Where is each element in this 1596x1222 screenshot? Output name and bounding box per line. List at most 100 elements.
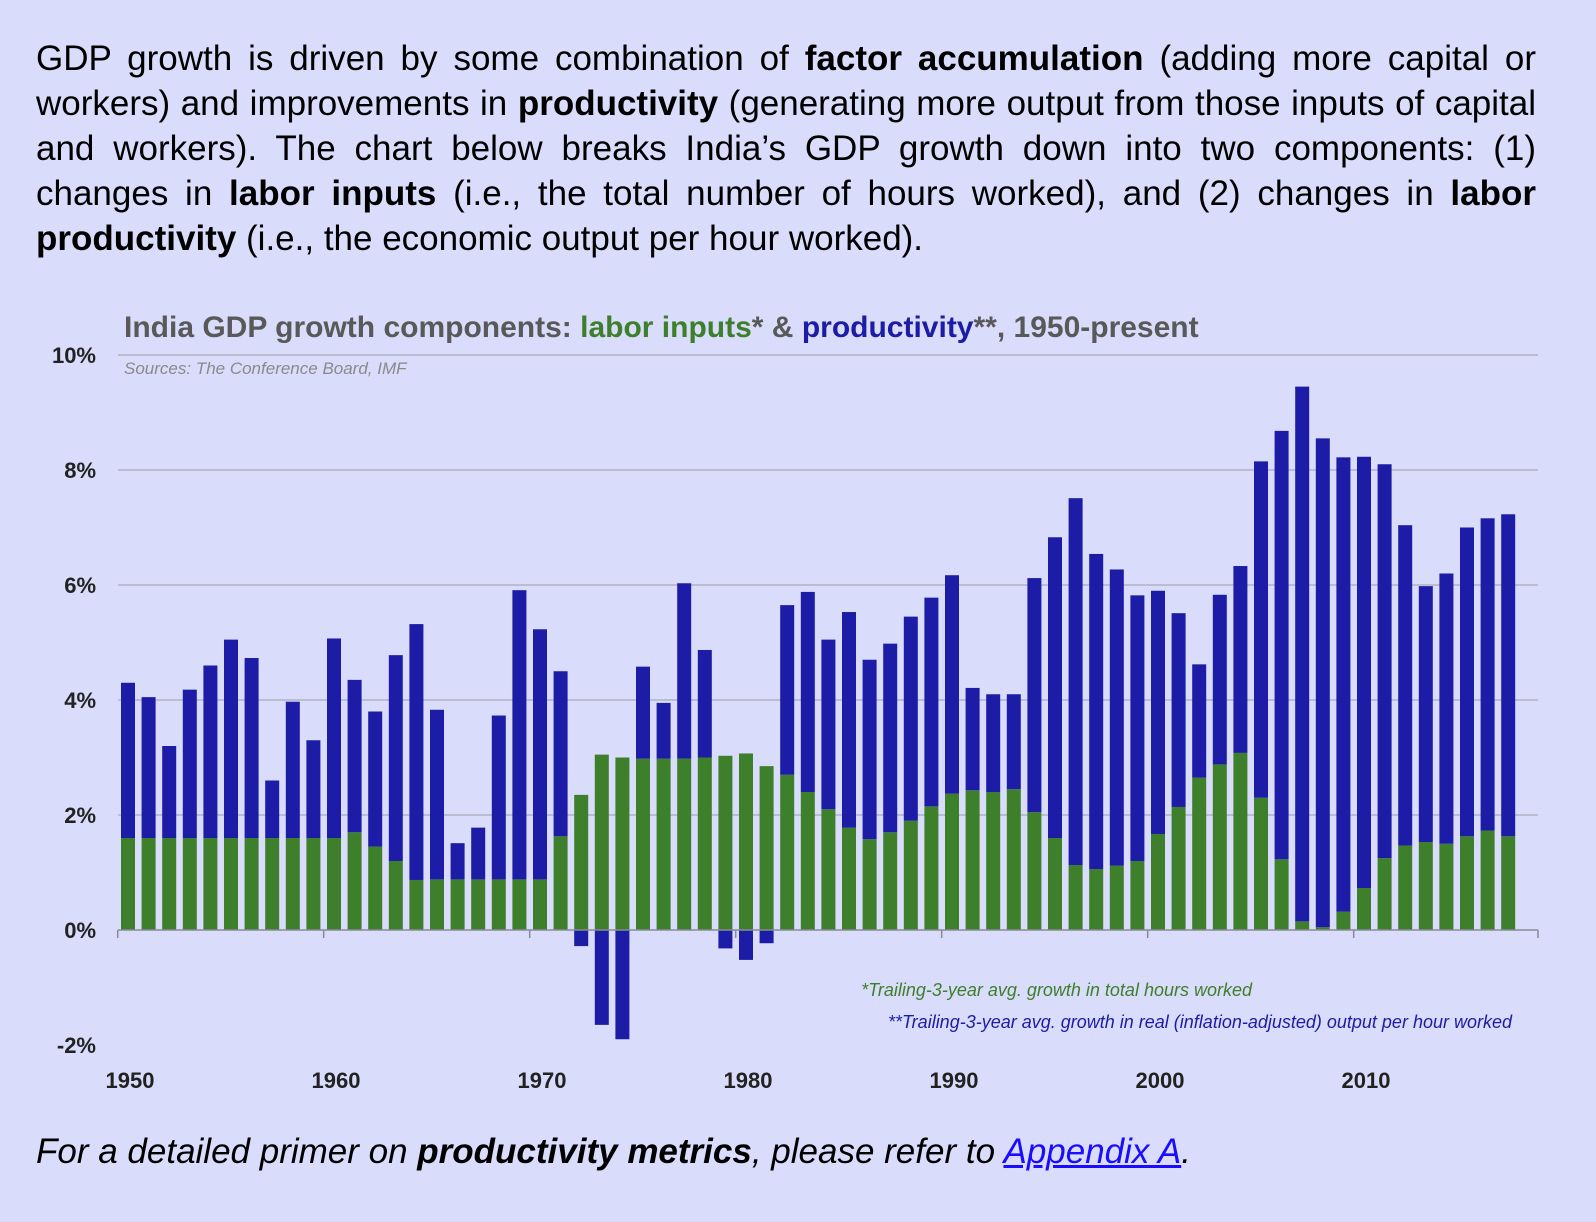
bar-labor-1961 bbox=[347, 832, 362, 930]
bar-labor-1959 bbox=[306, 838, 321, 930]
x-tick-label: 1950 bbox=[106, 1068, 155, 1093]
y-tick-label: 0% bbox=[64, 918, 96, 943]
footer-bold-productivity-metrics: productivity metrics bbox=[417, 1132, 752, 1171]
bar-labor-1966 bbox=[450, 879, 465, 930]
bar-productivity-2008 bbox=[1315, 438, 1330, 928]
appendix-a-link[interactable]: Appendix A bbox=[1003, 1132, 1182, 1171]
chart-source: Sources: The Conference Board, IMF bbox=[124, 359, 408, 378]
bar-productivity-1954 bbox=[203, 665, 218, 838]
bar-productivity-2017 bbox=[1501, 514, 1516, 837]
bar-productivity-1983 bbox=[800, 591, 815, 792]
footer-note: For a detailed primer on productivity me… bbox=[36, 1130, 1556, 1174]
bar-labor-1972 bbox=[574, 794, 589, 930]
bar-labor-1989 bbox=[924, 806, 939, 930]
bar-productivity-1993 bbox=[1006, 694, 1021, 790]
y-tick-label: 10% bbox=[52, 343, 96, 368]
bar-labor-1993 bbox=[1006, 789, 1021, 930]
bar-productivity-2001 bbox=[1171, 613, 1186, 807]
axes: -2% 0% 2% 4% 6% 8% 10% 1950 1960 1970 1980 1990 2000… bbox=[52, 343, 1539, 1093]
bar-productivity-1960 bbox=[327, 638, 341, 838]
bar-labor-1950 bbox=[121, 838, 135, 930]
bar-labor-1994 bbox=[1027, 812, 1042, 930]
bar-labor-1981 bbox=[759, 766, 774, 930]
bar-labor-2003 bbox=[1212, 764, 1227, 930]
y-tick-label: 2% bbox=[64, 803, 96, 828]
bar-labor-1952 bbox=[162, 838, 177, 930]
bar-labor-1963 bbox=[388, 861, 403, 930]
bar-labor-2016 bbox=[1480, 830, 1495, 930]
bar-productivity-1973 bbox=[594, 930, 609, 1025]
bar-labor-1998 bbox=[1109, 865, 1124, 930]
intro-text-2: (adding more capital or workers) and imp… bbox=[36, 39, 1537, 123]
bar-labor-1999 bbox=[1130, 861, 1145, 930]
x-tick-label: 1990 bbox=[930, 1068, 979, 1093]
bar-productivity-2000 bbox=[1151, 590, 1165, 834]
bar-productivity-1950 bbox=[121, 682, 135, 838]
bar-labor-1984 bbox=[821, 809, 836, 930]
bar-productivity-1958 bbox=[285, 701, 300, 838]
bar-productivity-1976 bbox=[656, 702, 671, 759]
y-tick-label: -2% bbox=[57, 1033, 96, 1058]
bar-labor-1971 bbox=[553, 836, 568, 930]
bar-productivity-1980 bbox=[739, 930, 753, 960]
footer-text-2: , please refer to bbox=[751, 1132, 1004, 1171]
bar-labor-2013 bbox=[1418, 842, 1433, 930]
bar-labor-1953 bbox=[182, 838, 197, 930]
bar-labor-1987 bbox=[883, 832, 898, 930]
bar-productivity-2014 bbox=[1439, 573, 1454, 844]
bar-productivity-2011 bbox=[1377, 464, 1392, 859]
bar-productivity-1963 bbox=[388, 655, 403, 861]
bar-labor-2012 bbox=[1398, 845, 1413, 930]
chart-title-part-gray: India GDP growth components: bbox=[124, 311, 580, 344]
bar-labor-1992 bbox=[986, 792, 1001, 930]
bar-labor-1996 bbox=[1068, 865, 1083, 930]
intro-bold-labor-productivity: labor productivity bbox=[36, 174, 1536, 258]
chart-title-part-productivity: productivity bbox=[802, 311, 974, 344]
bar-labor-2011 bbox=[1377, 858, 1392, 930]
bar-labor-2000 bbox=[1151, 833, 1165, 930]
bar-productivity-1966 bbox=[450, 843, 465, 880]
bar-productivity-1986 bbox=[862, 659, 877, 840]
chart-title-part-gray: **, 1950-present bbox=[974, 311, 1199, 344]
note-productivity: **Trailing-3-year avg. growth in real (i… bbox=[888, 1012, 1513, 1032]
bar-labor-1980 bbox=[739, 753, 753, 930]
bar-labor-2009 bbox=[1336, 911, 1351, 930]
bar-labor-1965 bbox=[430, 879, 444, 930]
bar-productivity-1974 bbox=[615, 930, 630, 1040]
bar-productivity-2013 bbox=[1418, 586, 1433, 843]
bar-productivity-1984 bbox=[821, 639, 836, 810]
bar-labor-2014 bbox=[1439, 843, 1454, 930]
bar-productivity-1978 bbox=[697, 649, 712, 758]
bar-productivity-1969 bbox=[512, 590, 527, 880]
bar-labor-1956 bbox=[244, 838, 259, 930]
bar-labor-1955 bbox=[224, 838, 238, 930]
bar-productivity-2004 bbox=[1233, 566, 1248, 753]
bar-labor-1975 bbox=[636, 758, 650, 930]
bar-productivity-1967 bbox=[471, 827, 486, 880]
bar-labor-2008 bbox=[1315, 927, 1330, 930]
x-tick-label: 2010 bbox=[1342, 1068, 1391, 1093]
bar-productivity-1991 bbox=[965, 687, 980, 791]
footer-text-3: . bbox=[1181, 1132, 1191, 1171]
intro-bold-productivity: productivity bbox=[517, 84, 719, 123]
bar-labor-2015 bbox=[1460, 836, 1474, 930]
bar-productivity-2007 bbox=[1295, 386, 1310, 922]
bar-labor-1995 bbox=[1048, 838, 1062, 930]
bar-productivity-1962 bbox=[368, 711, 383, 847]
bar-productivity-2015 bbox=[1460, 527, 1474, 837]
bar-labor-1964 bbox=[409, 879, 424, 930]
bar-labor-1951 bbox=[141, 838, 156, 930]
bar-labor-1988 bbox=[903, 820, 918, 930]
bar-productivity-1988 bbox=[903, 616, 918, 821]
chart-title-part-gray: * & bbox=[752, 311, 802, 344]
bar-productivity-2005 bbox=[1254, 461, 1268, 798]
bar-labor-2006 bbox=[1274, 859, 1289, 930]
bar-labor-1973 bbox=[594, 754, 609, 930]
x-tick-label: 1980 bbox=[724, 1068, 773, 1093]
bar-productivity-1982 bbox=[780, 605, 795, 775]
bars bbox=[121, 386, 1516, 1040]
bar-productivity-1981 bbox=[759, 930, 774, 944]
intro-bold-factor-accumulation: factor accumulation bbox=[804, 39, 1144, 78]
bar-labor-2002 bbox=[1192, 777, 1207, 930]
bar-labor-1967 bbox=[471, 879, 486, 930]
